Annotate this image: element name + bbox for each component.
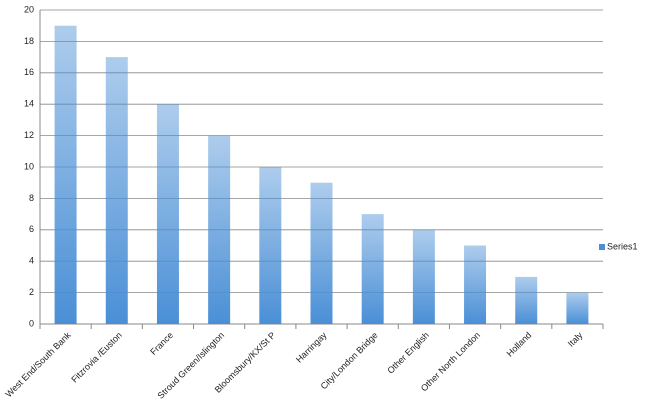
x-tick-label: Harringay [294,330,329,365]
x-tick-label: West End/South Bank [3,330,73,400]
bar [54,25,77,324]
x-tick-label: France [148,330,175,357]
y-tick-label: 0 [29,318,34,328]
y-tick-label: 2 [29,287,34,297]
x-tick-label: Fitzrovia /Euston [69,330,123,384]
y-tick-label: 16 [24,67,34,77]
x-tick-label: Other English [385,330,431,376]
x-tick-label: Italy [566,330,585,349]
bar [515,276,538,324]
bar [156,104,179,324]
bar [566,292,589,324]
bar [464,245,487,324]
x-tick-label: Holland [505,330,534,359]
y-tick-label: 12 [24,130,34,140]
bar [412,229,435,324]
legend-label: Series1 [607,241,638,251]
y-tick-label: 8 [29,193,34,203]
y-tick-label: 18 [24,36,34,46]
y-tick-label: 6 [29,224,34,234]
y-tick-label: 10 [24,161,34,171]
bar [259,167,282,324]
bar [208,135,231,324]
bar [105,57,128,324]
y-tick-label: 4 [29,256,34,266]
bar [310,182,333,324]
bar [361,214,384,324]
y-tick-label: 14 [24,99,34,109]
x-tick-label: City/London Bridge [319,330,380,391]
y-tick-label: 20 [24,4,34,14]
legend-swatch [599,244,605,250]
